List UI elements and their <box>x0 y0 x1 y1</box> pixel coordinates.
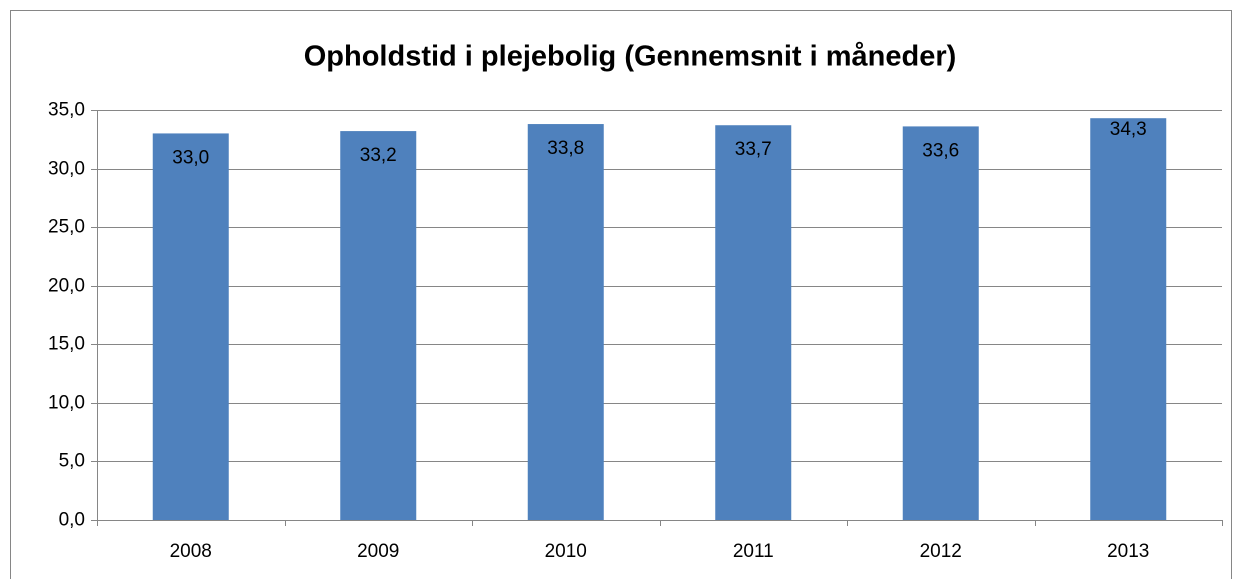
x-tick-label: 2010 <box>545 541 587 562</box>
data-label: 33,7 <box>735 139 772 160</box>
bar <box>152 133 229 520</box>
y-tick-label: 10,0 <box>48 393 85 414</box>
y-tick-label: 0,0 <box>59 510 85 531</box>
x-tick-label: 2013 <box>1107 541 1149 562</box>
y-tick-label: 5,0 <box>59 451 85 472</box>
x-tick-label: 2009 <box>357 541 399 562</box>
bar <box>340 131 417 521</box>
x-tick-label: 2008 <box>170 541 212 562</box>
y-tick-label: 35,0 <box>48 100 85 121</box>
bar <box>902 126 979 521</box>
y-tick-label: 20,0 <box>48 276 85 297</box>
data-label: 33,8 <box>547 138 584 159</box>
bar <box>527 124 604 521</box>
x-tick-label: 2012 <box>920 541 962 562</box>
data-label: 33,6 <box>922 140 959 161</box>
data-label: 34,3 <box>1110 119 1147 140</box>
y-tick-label: 25,0 <box>48 217 85 238</box>
y-tick-label: 15,0 <box>48 334 85 355</box>
bar <box>1090 118 1167 520</box>
y-tick-label: 30,0 <box>48 159 85 180</box>
x-tick-label: 2011 <box>733 541 774 562</box>
data-label: 33,2 <box>360 145 397 166</box>
chart-title: Opholdstid i plejebolig (Gennemsnit i må… <box>304 41 957 73</box>
bar <box>715 125 792 520</box>
data-label: 33,0 <box>172 147 209 168</box>
